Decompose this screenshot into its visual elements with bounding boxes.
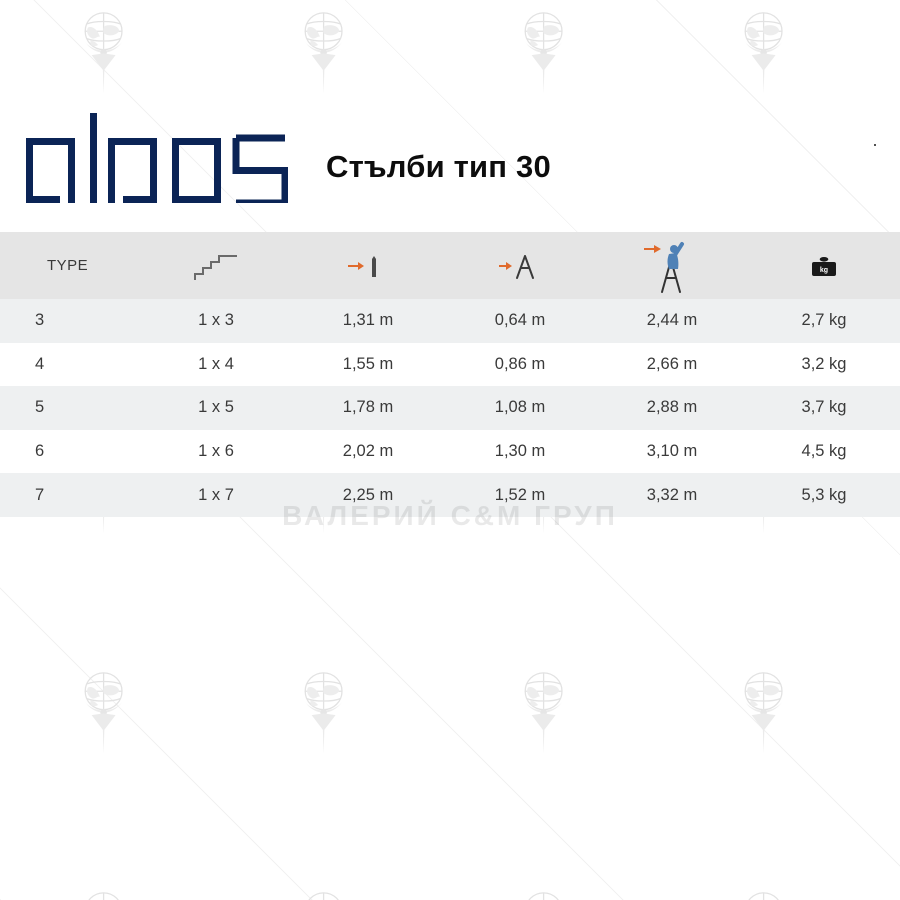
svg-text:kg: kg bbox=[820, 267, 828, 274]
